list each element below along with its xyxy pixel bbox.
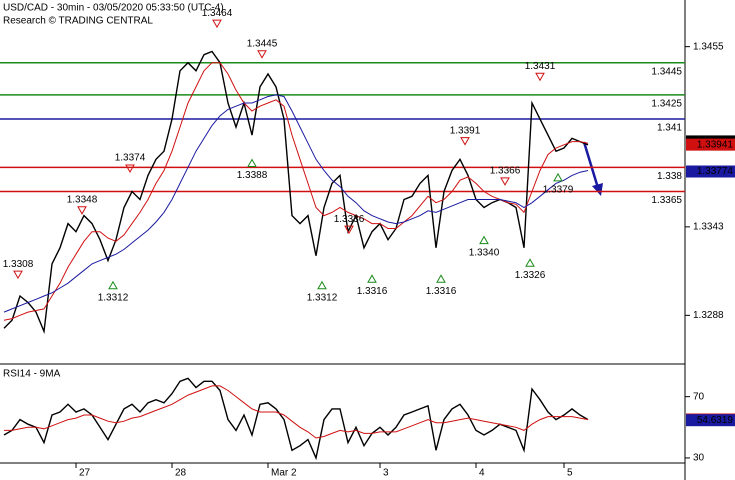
level-label: 1.3365 (651, 195, 682, 206)
forecast-arrow (582, 141, 600, 189)
high-label: 1.3366 (490, 165, 521, 176)
chart-subtitle: Research © TRADING CENTRAL (3, 16, 153, 27)
level-label: 1.338 (657, 171, 682, 182)
high-label: 1.3374 (115, 153, 146, 164)
price-badge-label: 1.33941 (697, 139, 734, 150)
low-label: 1.3326 (515, 270, 546, 281)
series-line (3, 377, 589, 461)
y-tick-label: 1.3455 (693, 41, 724, 52)
high-label: 1.3464 (202, 8, 233, 19)
y-tick-label: 70 (693, 391, 705, 402)
price-badge (686, 138, 735, 151)
level-label: 1.3425 (651, 99, 682, 110)
price-badge-label: 54.6319 (697, 415, 734, 426)
high-marker (77, 206, 87, 215)
high-marker (460, 137, 470, 146)
low-marker (247, 158, 257, 167)
x-tick-label: Mar 2 (271, 468, 297, 479)
low-marker (367, 274, 377, 283)
x-tick-label: 27 (79, 468, 91, 479)
low-label: 1.3340 (469, 247, 500, 258)
high-marker (125, 164, 135, 173)
high-marker (535, 72, 545, 82)
high-label: 1.3336 (334, 214, 365, 225)
price-badge-label: 1.33774 (697, 166, 734, 177)
series-line (3, 50, 589, 335)
high-marker (500, 177, 510, 186)
low-marker (525, 258, 535, 267)
price-badge (686, 165, 735, 178)
x-tick-label: 3 (383, 468, 389, 479)
low-marker (436, 274, 446, 283)
chart-title: USD/CAD - 30min - 03/05/2020 05:33:50 (U… (3, 3, 224, 14)
level-label: 1.3445 (651, 66, 682, 77)
x-tick-label: 4 (479, 468, 485, 479)
low-label: 1.3379 (543, 185, 574, 196)
y-tick-label: 30 (693, 453, 705, 464)
low-marker (108, 280, 118, 290)
high-label: 1.3431 (525, 61, 556, 72)
low-marker (317, 280, 327, 290)
low-marker (553, 172, 563, 182)
high-label: 1.3348 (67, 194, 98, 205)
low-marker (479, 235, 489, 245)
high-marker (13, 270, 23, 280)
high-marker (212, 19, 222, 29)
rsi-title: RSI14 - 9MA (3, 369, 61, 380)
price-badge (686, 414, 735, 427)
low-label: 1.3312 (98, 292, 129, 303)
series-line (4, 385, 589, 439)
low-label: 1.3316 (357, 286, 388, 297)
x-tick-label: 5 (567, 468, 573, 479)
high-label: 1.3445 (247, 38, 278, 49)
high-label: 1.3391 (450, 125, 481, 136)
low-label: 1.3388 (237, 170, 268, 181)
forecast-arrowhead (592, 183, 603, 196)
y-tick-label: 1.3343 (693, 221, 724, 232)
high-marker (344, 225, 354, 235)
high-label: 1.3308 (3, 259, 34, 270)
low-label: 1.3316 (426, 286, 457, 297)
x-tick-label: 28 (175, 468, 187, 479)
high-marker (257, 50, 267, 59)
series-line (3, 62, 589, 321)
series-line (3, 94, 589, 313)
low-label: 1.3312 (307, 292, 338, 303)
level-label: 1.341 (657, 123, 682, 134)
y-tick-label: 1.3288 (693, 310, 724, 321)
